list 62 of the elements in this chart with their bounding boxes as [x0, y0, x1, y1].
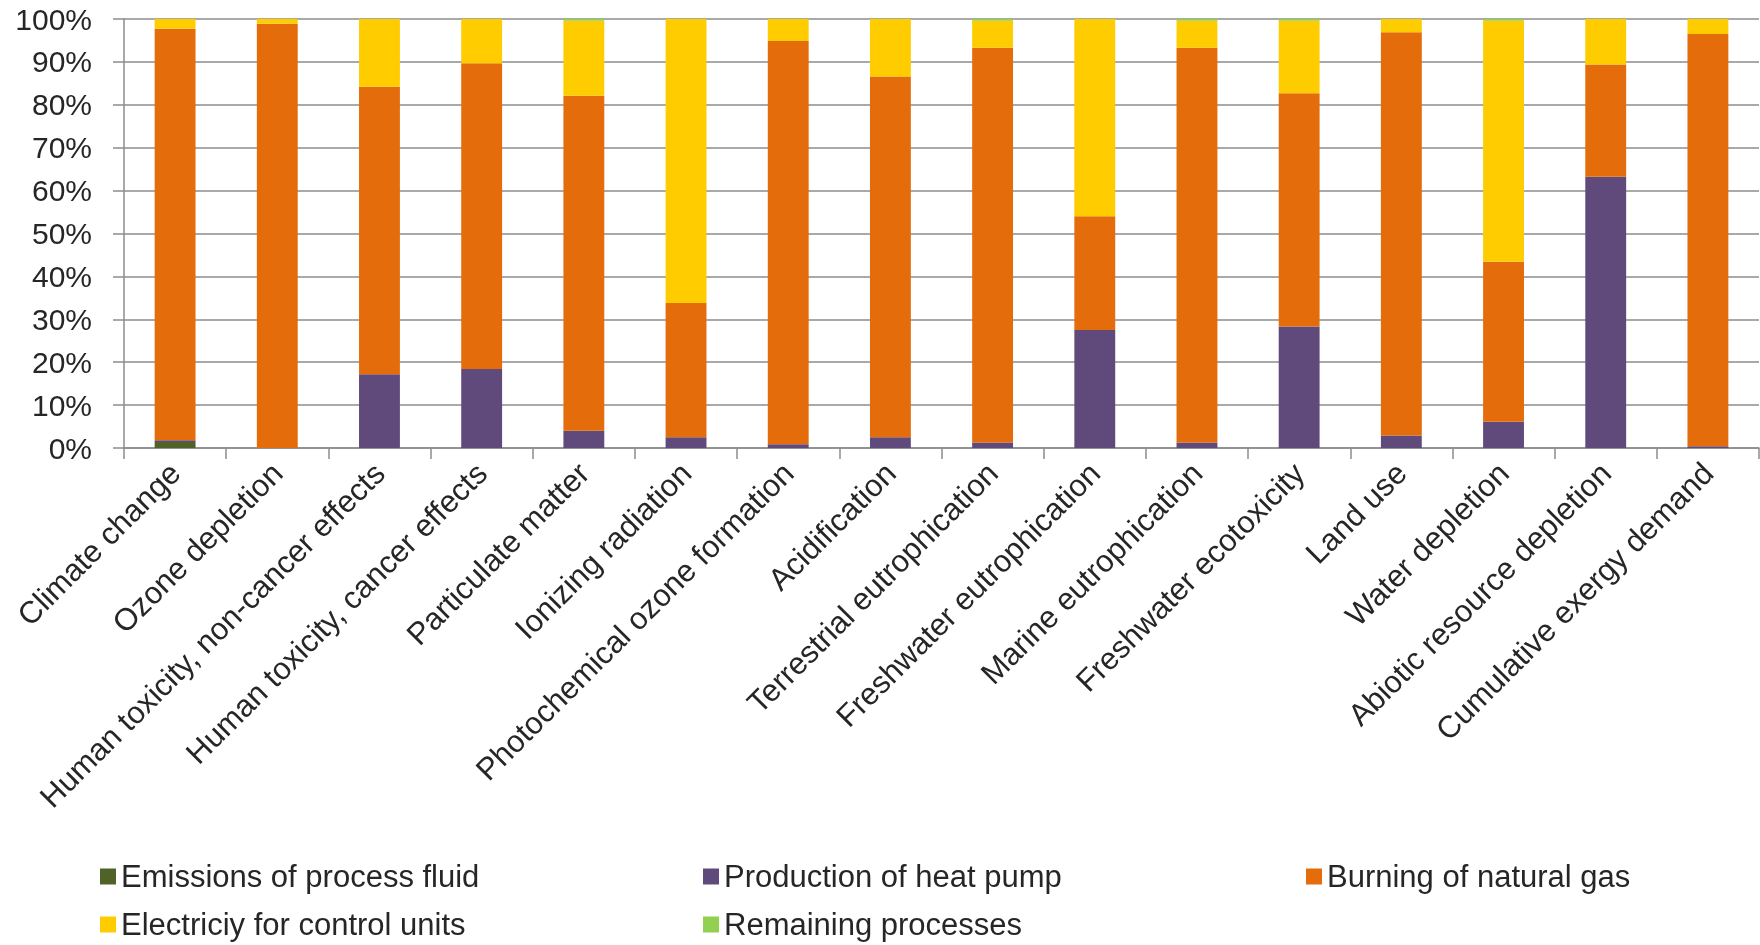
bar: [1176, 20, 1218, 48]
bar: [665, 437, 707, 448]
bar: [563, 20, 605, 96]
y-tick-label: 50%: [31, 217, 92, 250]
bar: [1483, 421, 1524, 448]
bar: [461, 369, 503, 448]
y-tick-label: 10%: [31, 388, 92, 422]
y-tick-label: 40%: [31, 259, 92, 293]
legend-label: Emissions of process fluid: [121, 859, 480, 894]
bar: [869, 437, 911, 448]
y-tick-label: 30%: [31, 302, 92, 336]
legend-label: Burning of natural gas: [1327, 859, 1631, 894]
y-tick-label: 100%: [15, 2, 92, 36]
bar: [665, 19, 707, 303]
bar: [972, 442, 1014, 448]
y-tick-label: 20%: [31, 345, 92, 379]
bar: [869, 76, 911, 438]
legend-label: Electriciy for control units: [121, 907, 466, 942]
bar: [1585, 19, 1627, 65]
y-tick-label: 60%: [31, 174, 92, 208]
y-tick-label: 80%: [31, 88, 92, 122]
bar: [359, 86, 400, 375]
bar: [256, 19, 298, 24]
bar: [1687, 19, 1729, 35]
bar: [563, 430, 605, 448]
bar: [1176, 442, 1218, 448]
y-tick-label: 70%: [31, 131, 92, 165]
bar: [1380, 435, 1422, 448]
bar: [1074, 19, 1116, 217]
bar: [359, 19, 400, 87]
bar: [1074, 330, 1116, 448]
bar: [461, 19, 503, 64]
legend-label: Remaining processes: [724, 907, 1023, 942]
y-tick-label: 0%: [48, 431, 92, 465]
bar: [154, 441, 196, 448]
bar: [1278, 93, 1320, 327]
bar: [1687, 34, 1729, 447]
bar: [154, 28, 196, 441]
legend-label: Production of heat pump: [724, 859, 1062, 894]
bar: [972, 20, 1014, 48]
bar: [1585, 176, 1627, 448]
bar: [1278, 20, 1320, 94]
bar: [767, 40, 809, 445]
bar: [563, 95, 605, 431]
bar: [256, 23, 298, 448]
bar: [154, 19, 196, 29]
bar: [1380, 32, 1422, 436]
bar: [1074, 216, 1116, 331]
bar: [1176, 47, 1218, 443]
bar: [461, 63, 503, 370]
bar: [1483, 20, 1524, 262]
bar: [1483, 261, 1524, 422]
bar: [1585, 64, 1627, 177]
bar: [767, 19, 809, 41]
bar: [869, 19, 911, 77]
bar: [767, 444, 809, 448]
bar: [1278, 326, 1320, 448]
bar: [972, 47, 1014, 443]
bar: [1380, 19, 1422, 33]
bar: [665, 303, 707, 438]
bar: [359, 374, 400, 448]
y-tick-label: 90%: [31, 45, 92, 79]
